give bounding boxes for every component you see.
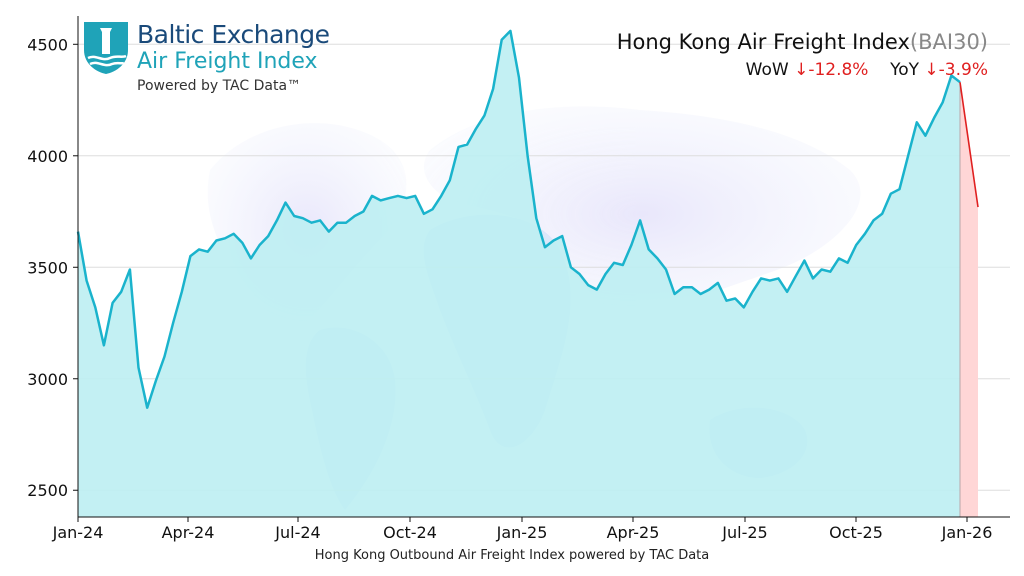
axes	[77, 16, 1010, 518]
latest-drop-fill	[960, 82, 978, 518]
series-area-fill	[78, 30, 960, 518]
x-tick-label: Apr-24	[162, 523, 215, 542]
x-tick-label: Jan-26	[941, 523, 993, 542]
x-tick-label: Jul-25	[721, 523, 767, 542]
change-stats: WoW ↓-12.8% YoY ↓-3.9%	[746, 60, 988, 80]
chart-title-code: (BAI30)	[909, 30, 988, 54]
series-line	[76, 29, 961, 409]
wow-label: WoW	[745, 60, 789, 80]
x-tick-label: Jan-25	[496, 523, 548, 542]
x-axis-label: Hong Kong Outbound Air Freight Index pow…	[314, 548, 710, 563]
x-tick-label: Apr-25	[607, 523, 660, 542]
logo-name: Baltic Exchange	[137, 20, 330, 49]
x-tick-label: Jul-24	[274, 523, 320, 542]
x-tick-label: Oct-24	[383, 523, 437, 542]
x-tick-labels: Jan-24 Apr-24 Jul-24 Oct-24 Jan-25 Apr-25 Jul-…	[52, 517, 993, 542]
y-tick-label: 3500	[27, 258, 68, 277]
yoy-value: ↓-3.9%	[924, 60, 988, 80]
chart-title-text: Hong Kong Air Freight Index	[616, 30, 910, 54]
x-tick-label: Jan-24	[52, 523, 104, 542]
x-tick-label: Oct-25	[829, 523, 883, 542]
latest-drop-line	[959, 82, 979, 208]
y-tick-label: 3000	[27, 370, 68, 389]
baltic-exchange-logo: Baltic Exchange Air Freight Index Powere…	[82, 18, 352, 102]
y-tick-label: 4500	[27, 35, 68, 54]
chart-title: Hong Kong Air Freight Index(BAI30)	[617, 30, 988, 54]
lighthouse-emblem-icon	[84, 22, 128, 74]
logo-subtitle: Air Freight Index	[137, 49, 318, 74]
yoy-label: YoY	[890, 60, 920, 80]
y-tick-label: 2500	[27, 481, 68, 500]
logo-powered-by: Powered by TAC Data™	[137, 78, 302, 94]
wow-value: ↓-12.8%	[794, 60, 869, 80]
y-tick-labels: 2500 3000 3500 4000 4500	[27, 35, 78, 500]
y-tick-label: 4000	[27, 147, 68, 166]
series-area	[76, 29, 979, 518]
